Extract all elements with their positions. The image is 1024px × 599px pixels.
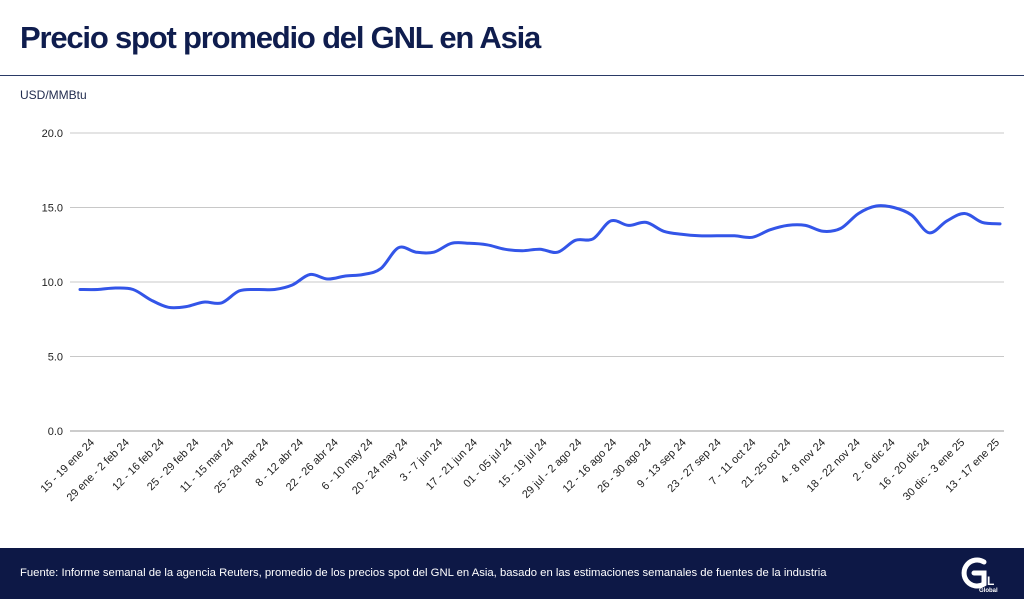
y-axis-unit-label: USD/MMBtu bbox=[20, 88, 87, 102]
source-note: Fuente: Informe semanal de la agencia Re… bbox=[20, 567, 827, 579]
series-layer bbox=[78, 204, 1002, 310]
svg-text:L: L bbox=[987, 574, 994, 588]
x-tick-label: 30 dic - 3 ene 25 bbox=[901, 437, 967, 503]
series-line bbox=[78, 204, 1002, 310]
y-tick-label: 20.0 bbox=[42, 128, 63, 140]
y-tick-label: 15.0 bbox=[42, 203, 63, 215]
grid-lines bbox=[70, 132, 1004, 432]
svg-text:Global: Global bbox=[979, 588, 998, 594]
x-tick-label: 29 jul - 2 ago 24 bbox=[520, 437, 584, 501]
footer-bar: Fuente: Informe semanal de la agencia Re… bbox=[0, 548, 1024, 599]
y-tick-label: 0.0 bbox=[48, 426, 63, 438]
y-tick-label: 5.0 bbox=[48, 352, 63, 364]
y-axis-ticks: 0.0 5.0 10.0 15.0 20.0 bbox=[42, 128, 63, 438]
y-tick-label: 10.0 bbox=[42, 277, 63, 289]
page-title: Precio spot promedio del GNL en Asia bbox=[20, 20, 541, 55]
x-tick-label: 29 ene - 2 feb 24 bbox=[65, 437, 132, 504]
title-divider bbox=[0, 75, 1024, 76]
gnl-global-logo: L Global bbox=[961, 557, 998, 594]
